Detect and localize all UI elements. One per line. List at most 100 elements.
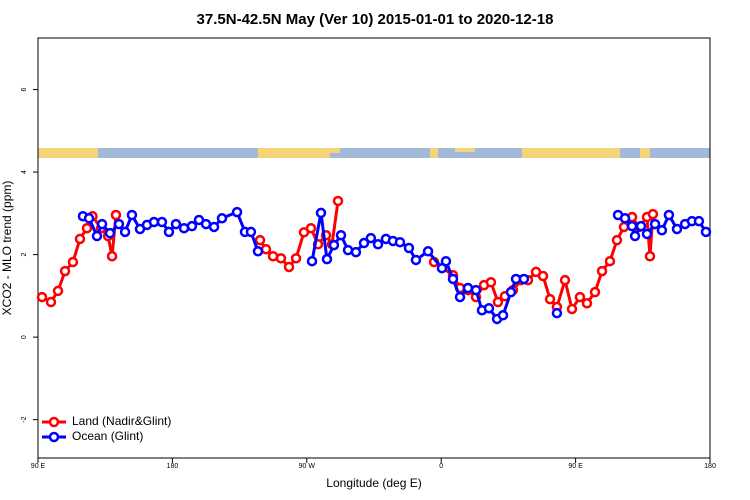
y-tick-label: 2 <box>21 253 28 257</box>
y-tick-label: 0 <box>21 335 28 339</box>
point <box>106 251 118 262</box>
point <box>462 282 474 294</box>
legend-label: Ocean (Glint) <box>72 429 143 443</box>
point <box>305 222 317 234</box>
point <box>447 273 459 285</box>
point <box>422 246 434 257</box>
x-tick-label: 180 <box>704 463 716 470</box>
point <box>618 221 630 233</box>
point <box>485 276 497 288</box>
point <box>358 237 370 249</box>
point <box>656 225 668 236</box>
point <box>126 209 138 221</box>
point <box>110 209 122 221</box>
x-tick-label: 0 <box>439 463 443 470</box>
point <box>315 207 327 219</box>
point <box>604 255 616 267</box>
point <box>328 239 340 251</box>
y-tick-label: 4 <box>21 170 28 174</box>
point <box>113 218 125 230</box>
legend-marker <box>48 431 60 443</box>
point <box>394 236 406 248</box>
legend-label: Land (Nadir&Glint) <box>72 414 171 428</box>
point <box>566 303 578 315</box>
x-axis-label: Longitude (deg E) <box>326 476 421 490</box>
point <box>537 270 549 282</box>
y-tick-label: 6 <box>21 88 28 92</box>
point <box>163 226 175 238</box>
point <box>67 256 79 268</box>
point <box>91 230 103 242</box>
point <box>83 213 95 224</box>
point <box>403 242 415 254</box>
point <box>45 296 57 308</box>
plot-frame <box>37 37 711 459</box>
point <box>245 226 257 238</box>
point <box>693 215 705 227</box>
x-tick-label: 180 <box>167 463 179 470</box>
point <box>505 286 517 298</box>
point <box>321 253 333 265</box>
point <box>74 233 86 245</box>
y-axis-label: XCO2 - MLO trend (ppm) <box>0 181 14 316</box>
point <box>216 213 228 224</box>
point <box>649 218 661 230</box>
x-tick-label: 90 E <box>31 463 46 470</box>
point <box>611 234 623 246</box>
point <box>410 254 422 266</box>
point <box>454 291 466 303</box>
point <box>644 251 656 262</box>
point <box>629 230 641 242</box>
point <box>254 234 266 246</box>
point <box>700 226 712 238</box>
point <box>544 293 556 305</box>
point <box>260 243 272 255</box>
point <box>275 253 287 264</box>
point <box>283 261 295 273</box>
point <box>581 298 593 309</box>
point <box>350 246 362 258</box>
point <box>626 220 638 232</box>
point <box>119 226 131 238</box>
legend-marker <box>48 416 60 428</box>
point <box>559 274 571 286</box>
point <box>96 218 108 230</box>
point <box>492 296 504 308</box>
point <box>208 221 220 233</box>
point <box>335 229 347 241</box>
point <box>635 220 647 232</box>
point <box>518 273 530 285</box>
point <box>647 208 659 220</box>
point <box>186 220 198 232</box>
y-tick-label: -2 <box>21 416 28 422</box>
point <box>483 302 495 314</box>
map-strip <box>38 148 710 158</box>
x-tick-label: 90 W <box>299 463 316 470</box>
point <box>372 239 384 250</box>
chart-title: 37.5N-42.5N May (Ver 10) 2015-01-01 to 2… <box>197 11 554 28</box>
point <box>497 309 509 321</box>
point <box>641 228 653 240</box>
point <box>440 255 452 267</box>
point <box>170 218 182 230</box>
point <box>252 246 264 257</box>
point <box>589 286 601 298</box>
point <box>671 223 683 235</box>
point <box>290 253 302 264</box>
point <box>81 222 93 234</box>
point <box>200 218 212 230</box>
point <box>59 265 71 277</box>
point <box>619 213 631 224</box>
point <box>231 206 243 218</box>
point <box>104 227 116 239</box>
point <box>470 284 482 296</box>
point <box>663 209 675 221</box>
legend: Land (Nadir&Glint)Ocean (Glint) <box>42 414 171 443</box>
point <box>574 291 586 303</box>
x-tick-label: 90 E <box>568 463 583 470</box>
point <box>36 291 48 303</box>
point <box>596 265 608 277</box>
point <box>332 195 344 207</box>
